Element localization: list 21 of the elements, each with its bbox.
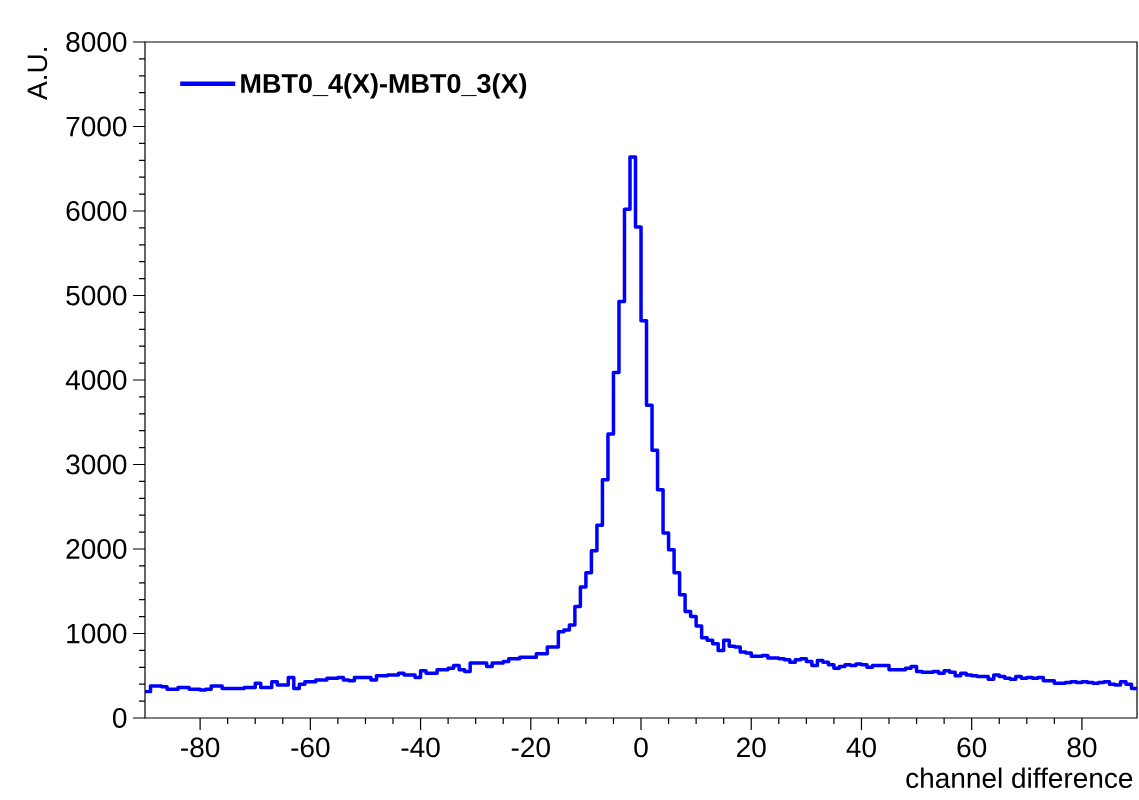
- x-tick-label: 80: [1067, 737, 1097, 758]
- y-tick-label: 4000: [65, 370, 127, 390]
- y-tick-label: 5000: [66, 285, 127, 306]
- y-tick-label: 8000: [66, 32, 127, 52]
- y-tick-label: 2000: [66, 539, 127, 559]
- y-axis-title: A.U.: [27, 48, 48, 100]
- y-tick-label: 7000: [66, 116, 127, 137]
- x-tick-label: 40: [846, 737, 876, 758]
- legend-label: MBT0_4(X)-MBT0_3(X): [241, 73, 527, 99]
- y-tick-label: 0: [112, 708, 127, 728]
- x-axis-title: channel difference: [906, 767, 1133, 789]
- y-tick-label: 3000: [66, 454, 127, 475]
- x-tick-label: -40: [401, 737, 440, 758]
- y-tick-label: 1000: [67, 623, 127, 644]
- x-tick-label: 20: [737, 737, 766, 758]
- x-tick-label: -20: [511, 737, 550, 758]
- x-tick-label: -80: [181, 737, 220, 758]
- y-tick-label: 6000: [66, 201, 127, 221]
- x-tick-label: 60: [957, 737, 987, 758]
- x-tick-label: -60: [291, 737, 330, 758]
- x-tick-label: 0: [634, 737, 648, 758]
